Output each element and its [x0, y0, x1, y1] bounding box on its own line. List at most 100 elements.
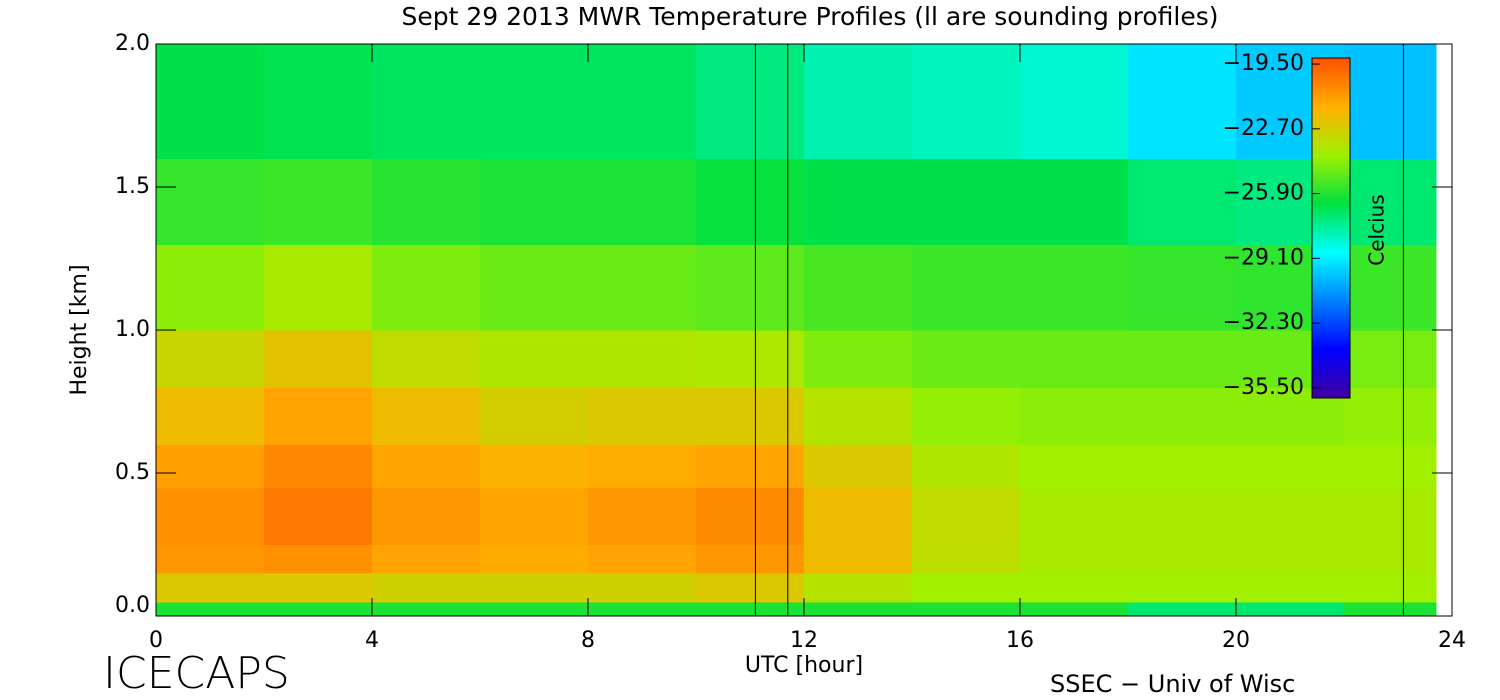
- heatmap-cell: [588, 330, 697, 388]
- heatmap-cell: [1344, 387, 1437, 445]
- heatmap-cell: [156, 244, 265, 331]
- heatmap-cell: [1236, 601, 1345, 617]
- heatmap-cell: [804, 601, 913, 617]
- heatmap-cell: [1344, 573, 1437, 603]
- heatmap-cell: [372, 544, 481, 574]
- heatmap-cell: [1128, 158, 1237, 245]
- heatmap-cell: [1128, 444, 1237, 488]
- heatmap-cell: [264, 387, 373, 445]
- y-tick-label: 0.0: [115, 593, 150, 618]
- heatmap-cell: [912, 444, 1021, 488]
- x-tick-label: 24: [1438, 628, 1466, 653]
- x-tick-label: 8: [581, 628, 595, 653]
- heatmap-cell: [480, 387, 589, 445]
- heatmap-cell: [696, 544, 805, 574]
- heatmap-cell: [1236, 573, 1345, 603]
- heatmap-cell: [1020, 544, 1129, 574]
- x-tick-label: 20: [1222, 628, 1250, 653]
- heatmap-cell: [912, 601, 1021, 617]
- heatmap-cell: [912, 158, 1021, 245]
- heatmap-cell: [1020, 330, 1129, 388]
- y-tick-label: 0.5: [115, 460, 150, 485]
- heatmap-cell: [372, 601, 481, 617]
- heatmap-cell: [480, 573, 589, 603]
- colorbar-tick-label: −19.50: [1223, 51, 1304, 76]
- heatmap-cell: [1020, 244, 1129, 331]
- heatmap-cell: [804, 330, 913, 388]
- colorbar-tick-label: −29.10: [1223, 245, 1304, 270]
- x-tick-label: 16: [1006, 628, 1034, 653]
- heatmap-cell: [804, 244, 913, 331]
- heatmap-cell: [804, 544, 913, 574]
- heatmap-cell: [804, 387, 913, 445]
- heatmap-cell: [1020, 573, 1129, 603]
- heatmap-cell: [804, 573, 913, 603]
- heatmap-cell: [372, 158, 481, 245]
- y-tick-label: 2.0: [115, 31, 150, 56]
- heatmap-cell: [696, 601, 805, 617]
- heatmap-cell: [912, 544, 1021, 574]
- heatmap-cell: [264, 601, 373, 617]
- heatmap-cell: [480, 158, 589, 245]
- heatmap-cell: [156, 544, 265, 574]
- heatmap: [156, 44, 1437, 617]
- heatmap-cell: [588, 244, 697, 331]
- colorbar-tick-label: −35.50: [1223, 375, 1304, 400]
- heatmap-cell: [1128, 544, 1237, 574]
- heatmap-cell: [696, 387, 805, 445]
- heatmap-cell: [480, 544, 589, 574]
- heatmap-cell: [480, 244, 589, 331]
- heatmap-cell: [588, 444, 697, 488]
- heatmap-cell: [1128, 44, 1237, 159]
- heatmap-cell: [696, 158, 805, 245]
- heatmap-cell: [588, 487, 697, 546]
- heatmap-cell: [1020, 444, 1129, 488]
- heatmap-cell: [372, 387, 481, 445]
- heatmap-cell: [1344, 158, 1437, 245]
- heatmap-cell: [1344, 601, 1437, 617]
- heatmap-cell: [264, 330, 373, 388]
- x-tick-label: 4: [365, 628, 379, 653]
- heatmap-cell: [588, 601, 697, 617]
- heatmap-cell: [372, 244, 481, 331]
- heatmap-cell: [156, 487, 265, 546]
- heatmap-cell: [1020, 44, 1129, 159]
- heatmap-cell: [1344, 444, 1437, 488]
- heatmap-cell: [804, 444, 913, 488]
- heatmap-cell: [1236, 544, 1345, 574]
- heatmap-cell: [1344, 487, 1437, 546]
- heatmap-cell: [156, 601, 265, 617]
- heatmap-cell: [696, 444, 805, 488]
- heatmap-cell: [588, 44, 697, 159]
- colorbar-label: Celcius: [1365, 194, 1389, 265]
- heatmap-cell: [588, 544, 697, 574]
- heatmap-cell: [156, 387, 265, 445]
- heatmap-cell: [480, 444, 589, 488]
- heatmap-cell: [264, 158, 373, 245]
- heatmap-cell: [372, 573, 481, 603]
- heatmap-cell: [480, 330, 589, 388]
- heatmap-cell: [264, 573, 373, 603]
- x-tick-label: 12: [790, 628, 818, 653]
- heatmap-cell: [696, 244, 805, 331]
- colorbar-tick-label: −22.70: [1223, 116, 1304, 141]
- heatmap-cell: [1128, 387, 1237, 445]
- heatmap-cell: [264, 487, 373, 546]
- heatmap-cell: [912, 573, 1021, 603]
- heatmap-cell: [1128, 330, 1237, 388]
- y-tick-label: 1.5: [115, 174, 150, 199]
- heatmap-cell: [156, 573, 265, 603]
- heatmap-cell: [156, 444, 265, 488]
- heatmap-cell: [804, 44, 913, 159]
- heatmap-cell: [804, 487, 913, 546]
- y-tick-label: 1.0: [115, 317, 150, 342]
- heatmap-cell: [1344, 544, 1437, 574]
- heatmap-cell: [912, 387, 1021, 445]
- heatmap-cell: [372, 44, 481, 159]
- heatmap-cell: [372, 487, 481, 546]
- colorbar: [1311, 57, 1351, 399]
- heatmap-cell: [156, 158, 265, 245]
- chart-title: Sept 29 2013 MWR Temperature Profiles (l…: [401, 2, 1218, 31]
- heatmap-cell: [372, 444, 481, 488]
